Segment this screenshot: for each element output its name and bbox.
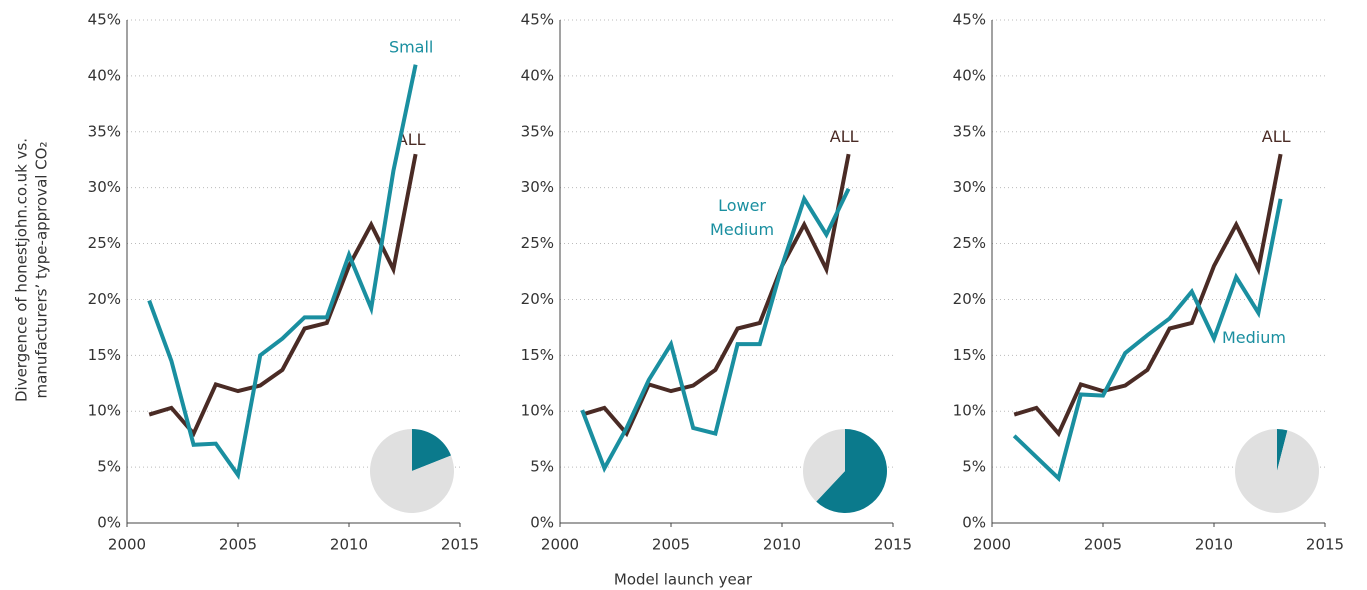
y-tick-label: 0% xyxy=(97,514,121,532)
pie-slice xyxy=(369,429,454,514)
y-tick-label: 10% xyxy=(521,402,554,420)
y-tick-label: 15% xyxy=(953,346,986,364)
series-line xyxy=(580,187,851,473)
y-tick-label: 25% xyxy=(88,234,121,252)
y-axis-label: Divergence of honestjohn.co.uk vs. xyxy=(13,138,31,402)
series-label: ALL xyxy=(397,130,426,149)
pie-slice xyxy=(816,429,888,513)
pie-slice xyxy=(412,429,452,471)
series-line xyxy=(581,153,851,438)
y-tick-label: 40% xyxy=(521,66,554,84)
y-tick-label: 30% xyxy=(953,178,986,196)
series-label: Medium xyxy=(1222,328,1286,347)
y-tick-label: 45% xyxy=(521,11,554,29)
y-tick-label: 10% xyxy=(953,402,986,420)
y-tick-label: 20% xyxy=(88,290,121,308)
x-tick-label: 2015 xyxy=(1306,536,1344,554)
y-tick-label: 45% xyxy=(953,11,986,29)
pie-slice xyxy=(803,428,845,502)
y-tick-label: 0% xyxy=(530,514,554,532)
y-tick-label: 15% xyxy=(88,346,121,364)
series-line xyxy=(1013,153,1283,438)
series-label: Lower Medium xyxy=(710,195,774,238)
y-tick-label: 30% xyxy=(88,178,121,196)
y-tick-label: 20% xyxy=(953,290,986,308)
y-tick-label: 35% xyxy=(521,122,554,140)
x-tick-label: 2010 xyxy=(763,536,801,554)
series-label: Small xyxy=(389,37,433,56)
y-tick-label: 40% xyxy=(953,66,986,84)
y-tick-label: 25% xyxy=(953,234,986,252)
x-tick-label: 2010 xyxy=(330,536,368,554)
y-tick-label: 5% xyxy=(530,458,554,476)
y-tick-label: 20% xyxy=(521,290,554,308)
y-tick-label: 35% xyxy=(953,122,986,140)
x-tick-label: 2010 xyxy=(1195,536,1233,554)
y-tick-label: 15% xyxy=(521,346,554,364)
y-tick-label: 10% xyxy=(88,402,121,420)
series-label: ALL xyxy=(1262,127,1291,146)
x-axis-label: Model launch year xyxy=(614,571,753,589)
x-tick-label: 2000 xyxy=(108,536,146,554)
y-tick-label: 5% xyxy=(962,458,986,476)
y-tick-label: 5% xyxy=(97,458,121,476)
x-tick-label: 2005 xyxy=(652,536,690,554)
y-tick-label: 25% xyxy=(521,234,554,252)
series-label: ALL xyxy=(830,127,859,146)
y-tick-label: 0% xyxy=(962,514,986,532)
x-tick-label: 2000 xyxy=(541,536,579,554)
y-tick-label: 40% xyxy=(88,66,121,84)
x-tick-label: 2000 xyxy=(973,536,1011,554)
x-tick-label: 2015 xyxy=(874,536,912,554)
series-line xyxy=(1012,198,1283,483)
pie-slice xyxy=(1234,428,1319,513)
y-tick-label: 45% xyxy=(88,11,121,29)
y-axis-label: manufacturers’ type-approval CO₂ xyxy=(33,142,51,399)
x-tick-label: 2005 xyxy=(219,536,257,554)
series-line xyxy=(147,64,418,480)
y-tick-label: 30% xyxy=(521,178,554,196)
pie-slice xyxy=(1277,429,1288,471)
series-line xyxy=(148,153,418,438)
x-tick-label: 2015 xyxy=(441,536,479,554)
x-tick-label: 2005 xyxy=(1084,536,1122,554)
y-tick-label: 35% xyxy=(88,122,121,140)
